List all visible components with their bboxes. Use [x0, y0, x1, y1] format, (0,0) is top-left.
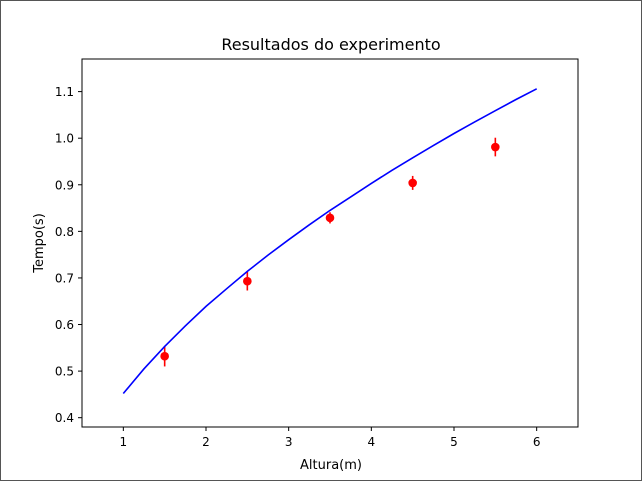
- x-tick-label: 5: [450, 435, 458, 449]
- x-axis-label: Altura(m): [300, 458, 362, 473]
- plot-frame: [81, 58, 579, 428]
- y-tick-label: 0.9: [55, 178, 74, 192]
- data-point: [160, 351, 169, 361]
- series-layer: [122, 88, 538, 395]
- x-tick-label: 6: [533, 435, 541, 449]
- x-axis: 1 2 3 4 5 6: [120, 427, 541, 449]
- x-tick-label: 4: [368, 435, 376, 449]
- y-axis-label: Tempo(s): [32, 213, 47, 274]
- y-tick-label: 1.1: [55, 85, 74, 99]
- x-tick-label: 3: [285, 435, 293, 449]
- chart-title: Resultados do experimento: [221, 35, 440, 54]
- data-point: [408, 178, 417, 188]
- data-point: [243, 276, 252, 286]
- x-tick-label: 1: [120, 435, 128, 449]
- y-tick-label: 0.7: [55, 271, 74, 285]
- data-point: [491, 142, 500, 152]
- plot-area: [82, 59, 578, 427]
- fit-curve-line: [122, 88, 538, 395]
- y-tick-label: 0.6: [55, 318, 74, 332]
- y-tick-label: 0.4: [55, 411, 74, 425]
- x-tick-label: 2: [202, 435, 210, 449]
- y-tick-label: 0.8: [55, 225, 74, 239]
- y-tick-label: 0.5: [55, 365, 74, 379]
- data-point: [325, 213, 335, 223]
- y-axis: 0.4 0.5 0.6 0.7 0.8 0.9 1.0 1.1: [55, 85, 82, 425]
- y-tick-label: 1.0: [55, 132, 74, 146]
